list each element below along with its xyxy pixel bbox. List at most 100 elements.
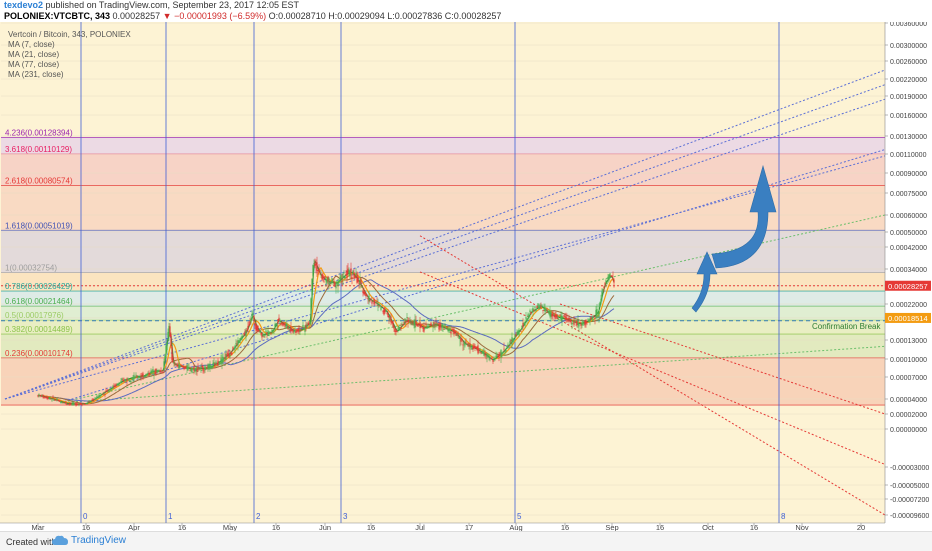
- candle-body: [328, 278, 330, 285]
- candle-body: [145, 373, 147, 377]
- candle-body: [595, 309, 597, 315]
- candle-body: [300, 329, 302, 331]
- candle-body: [407, 320, 409, 323]
- candle-body: [84, 403, 86, 405]
- candle-body: [265, 330, 267, 333]
- candle-body: [253, 315, 255, 322]
- candle-body: [335, 284, 337, 289]
- candle-body: [417, 324, 419, 327]
- candle-body: [548, 311, 550, 314]
- candle-body: [233, 348, 235, 350]
- candle-body: [543, 306, 545, 308]
- candle-body: [50, 398, 52, 400]
- candle-body: [464, 341, 466, 346]
- candle-body: [112, 385, 114, 389]
- candle-body: [511, 337, 513, 345]
- candle-body: [613, 279, 615, 283]
- candle-body: [333, 281, 335, 282]
- candle-body: [459, 338, 461, 340]
- candle-body: [358, 282, 360, 284]
- candle-body: [182, 366, 184, 368]
- legend-ma231[interactable]: MA (231, close): [8, 70, 64, 79]
- candle-body: [278, 317, 280, 322]
- candle-body: [367, 297, 369, 300]
- candle-body: [399, 327, 401, 331]
- tradingview-logo[interactable]: TradingView: [52, 535, 126, 546]
- candle-body: [263, 336, 265, 338]
- candle-body: [189, 369, 191, 371]
- price-tick-label: 0.00075000: [890, 191, 927, 198]
- candle-body: [346, 270, 348, 279]
- time-tick-label: 16: [178, 523, 186, 531]
- candle-body: [492, 359, 494, 362]
- candle-body: [305, 324, 307, 329]
- candle-body: [573, 320, 575, 326]
- trend-line: [559, 303, 886, 415]
- price-tick-label: 0.00160000: [890, 113, 927, 120]
- candle-body: [250, 318, 252, 323]
- candle-body: [236, 343, 238, 345]
- price-chart[interactable]: Confirmation Break 0 1 2 3 5 8 0.236(0.000101…: [0, 22, 932, 531]
- candle-body: [608, 274, 610, 281]
- candle-body: [321, 273, 323, 280]
- candle-body: [394, 328, 396, 332]
- candle-body: [274, 324, 276, 327]
- candle-body: [156, 370, 158, 372]
- candle-body: [279, 320, 281, 322]
- candle-body: [67, 403, 69, 405]
- fib-level-label: 1(0.00032754): [5, 264, 57, 273]
- price-tick-label: 0.00042000: [890, 245, 927, 252]
- legend-ma21[interactable]: MA (21, close): [8, 50, 60, 59]
- candle-body: [234, 345, 236, 348]
- candle-body: [282, 323, 284, 326]
- candle-body: [522, 322, 524, 328]
- candle-body: [128, 379, 130, 381]
- candle-body: [386, 312, 388, 314]
- candle-body: [124, 379, 126, 381]
- candle-body: [433, 322, 435, 327]
- candle-body: [460, 337, 462, 342]
- candle-body: [445, 327, 447, 329]
- candle-body: [312, 264, 314, 277]
- candle-body: [427, 326, 429, 328]
- time-zone-label: 8: [781, 512, 786, 521]
- author-name[interactable]: texdevo2: [4, 0, 44, 10]
- candle-body: [98, 394, 100, 397]
- fib-level-label: 0.236(0.00010174): [5, 349, 73, 358]
- candle-body: [549, 311, 551, 317]
- candle-body: [474, 345, 476, 349]
- legend-ma7[interactable]: MA (7, close): [8, 40, 55, 49]
- fib-fills: [1, 137, 885, 406]
- candle-body: [612, 278, 614, 279]
- candle-body: [218, 364, 220, 365]
- candle-body: [403, 321, 405, 323]
- candle-body: [293, 330, 295, 332]
- candle-body: [602, 289, 604, 291]
- candle-body: [567, 319, 569, 322]
- time-tick-label: Apr: [128, 523, 140, 531]
- candle-body: [529, 310, 531, 313]
- candle-body: [220, 358, 222, 363]
- candle-body: [610, 275, 612, 277]
- candle-body: [531, 311, 533, 312]
- fib-level-label: 0.618(0.00021464): [5, 297, 73, 306]
- candle-body: [43, 397, 45, 399]
- price-tick-label: 0.00110000: [890, 152, 927, 159]
- candle-body: [420, 325, 422, 328]
- fib-level-label: 0.786(0.00026429): [5, 282, 73, 291]
- legend-ma77[interactable]: MA (77, close): [8, 60, 60, 69]
- candle-body: [483, 352, 485, 356]
- candle-body: [104, 394, 106, 395]
- candle-body: [373, 298, 375, 305]
- candle-body: [461, 339, 463, 340]
- candle-body: [177, 365, 179, 367]
- candle-body: [374, 302, 376, 303]
- candle-body: [154, 372, 156, 374]
- candle-body: [91, 400, 93, 401]
- candle-body: [395, 330, 397, 332]
- time-tick-label: 16: [367, 523, 375, 531]
- candle-body: [190, 369, 192, 371]
- candle-body: [51, 399, 53, 401]
- candle-body: [414, 319, 416, 328]
- candle-body: [193, 366, 195, 372]
